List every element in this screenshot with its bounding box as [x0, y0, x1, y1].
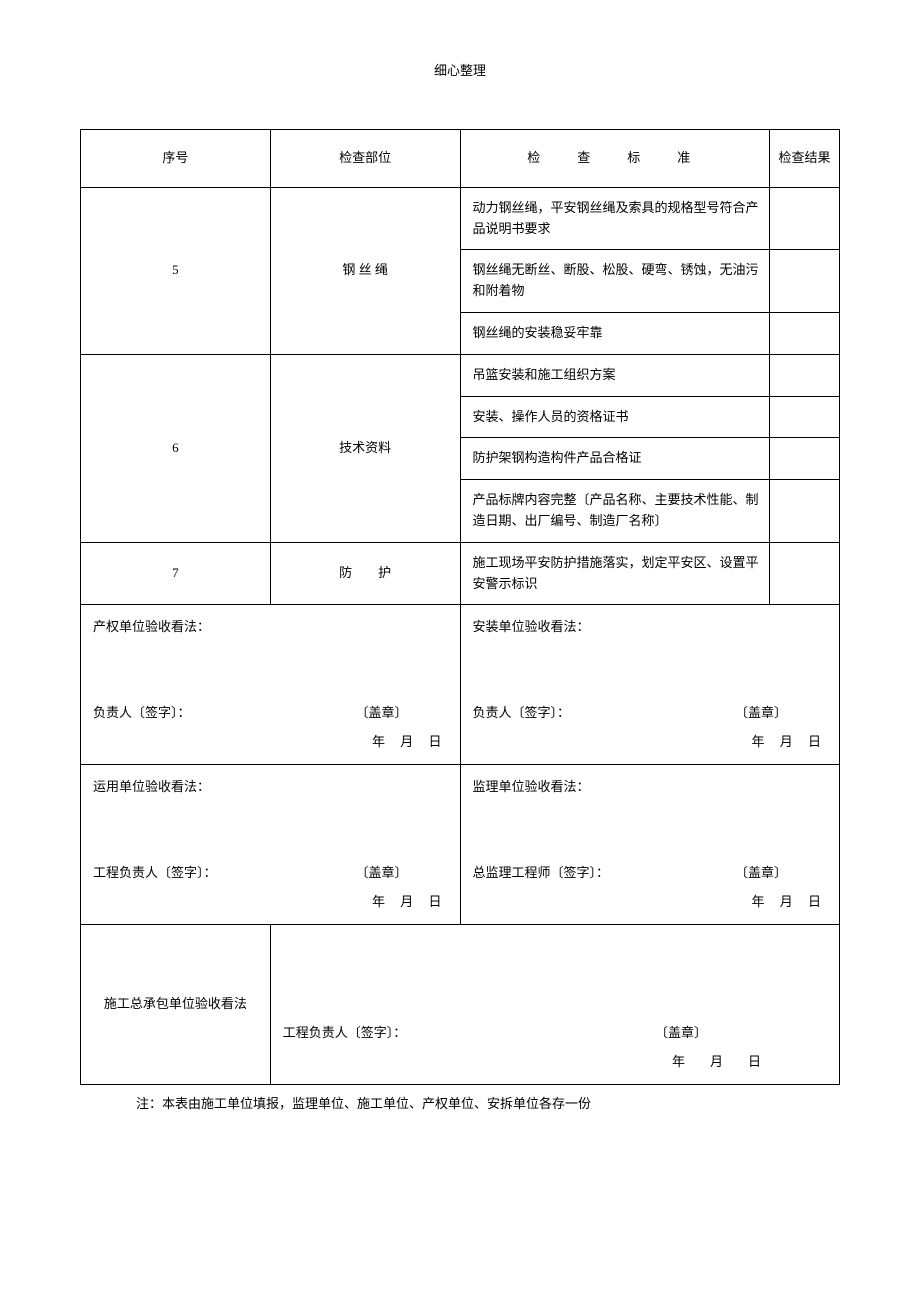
signature-row-1: 产权单位验收看法： 负责人〔签字〕： 〔盖章〕 年 月 日 安装单位验收看法： … [81, 605, 840, 765]
row6-res1 [770, 354, 840, 396]
row7-res1 [770, 542, 840, 605]
row7-part: 防 护 [270, 542, 460, 605]
row6-part: 技术资料 [270, 354, 460, 542]
sig-supervisor-cell: 监理单位验收看法： 总监理工程师〔签字〕： 〔盖章〕 年 月 日 [460, 765, 840, 925]
sig-supervisor-date: 年 月 日 [473, 892, 828, 913]
table-row: 5 钢 丝 绳 动力钢丝绳，平安钢丝绳及索具的规格型号符合产品说明书要求 [81, 187, 840, 250]
header-standard: 检 查 标 准 [460, 130, 770, 188]
sig-user-date: 年 月 日 [93, 892, 448, 913]
row5-std3: 钢丝绳的安装稳妥牢靠 [460, 312, 770, 354]
sig-user-signer: 工程负责人〔签字〕： [93, 863, 217, 884]
sig-contractor-cell: 工程负责人〔签字〕： 〔盖章〕 年 月 日 [270, 925, 839, 1085]
row5-res2 [770, 250, 840, 313]
sig-contractor-seal: 〔盖章〕 [655, 1023, 707, 1044]
row5-std1: 动力钢丝绳，平安钢丝绳及索具的规格型号符合产品说明书要求 [460, 187, 770, 250]
sig-installer-date: 年 月 日 [473, 732, 828, 753]
row6-res2 [770, 396, 840, 438]
row7-num: 7 [81, 542, 271, 605]
sig-contractor-label: 施工总承包单位验收看法 [81, 925, 271, 1085]
sig-user-seal: 〔盖章〕 [355, 863, 407, 884]
document-header: 细心整理 [80, 60, 840, 79]
sig-contractor-date: 年 月 日 [283, 1052, 827, 1073]
inspection-table: 序号 检查部位 检 查 标 准 检查结果 5 钢 丝 绳 动力钢丝绳，平安钢丝绳… [80, 129, 840, 1085]
row7-std1: 施工现场平安防护措施落实，划定平安区、设置平安警示标识 [460, 542, 770, 605]
row6-std4: 产品标牌内容完整〔产品名称、主要技术性能、制造日期、出厂编号、制造厂名称〕 [460, 480, 770, 543]
sig-user-cell: 运用单位验收看法： 工程负责人〔签字〕： 〔盖章〕 年 月 日 [81, 765, 461, 925]
sig-supervisor-seal: 〔盖章〕 [735, 863, 787, 884]
row6-std2: 安装、操作人员的资格证书 [460, 396, 770, 438]
sig-supervisor-title: 监理单位验收看法： [473, 777, 828, 798]
table-row: 6 技术资料 吊篮安装和施工组织方案 [81, 354, 840, 396]
table-row: 7 防 护 施工现场平安防护措施落实，划定平安区、设置平安警示标识 [81, 542, 840, 605]
sig-installer-cell: 安装单位验收看法： 负责人〔签字〕： 〔盖章〕 年 月 日 [460, 605, 840, 765]
signature-row-3: 施工总承包单位验收看法 工程负责人〔签字〕： 〔盖章〕 年 月 日 [81, 925, 840, 1085]
signature-row-2: 运用单位验收看法： 工程负责人〔签字〕： 〔盖章〕 年 月 日 监理单位验收看法… [81, 765, 840, 925]
row5-res1 [770, 187, 840, 250]
sig-installer-seal: 〔盖章〕 [735, 703, 787, 724]
sig-installer-signer: 负责人〔签字〕： [473, 703, 571, 724]
row6-std3: 防护架钢构造构件产品合格证 [460, 438, 770, 480]
header-result: 检查结果 [770, 130, 840, 188]
sig-user-title: 运用单位验收看法： [93, 777, 448, 798]
row6-res4 [770, 480, 840, 543]
row6-std1: 吊篮安装和施工组织方案 [460, 354, 770, 396]
sig-contractor-signer: 工程负责人〔签字〕： [283, 1023, 407, 1044]
sig-installer-title: 安装单位验收看法： [473, 617, 828, 638]
row6-res3 [770, 438, 840, 480]
sig-owner-cell: 产权单位验收看法： 负责人〔签字〕： 〔盖章〕 年 月 日 [81, 605, 461, 765]
row5-part: 钢 丝 绳 [270, 187, 460, 354]
sig-supervisor-signer: 总监理工程师〔签字〕： [473, 863, 610, 884]
sig-owner-date: 年 月 日 [93, 732, 448, 753]
header-num: 序号 [81, 130, 271, 188]
sig-owner-signer: 负责人〔签字〕： [93, 703, 191, 724]
row5-std2: 钢丝绳无断丝、断股、松股、硬弯、锈蚀，无油污和附着物 [460, 250, 770, 313]
row5-res3 [770, 312, 840, 354]
sig-owner-title: 产权单位验收看法： [93, 617, 448, 638]
table-header-row: 序号 检查部位 检 查 标 准 检查结果 [81, 130, 840, 188]
footer-note: 注：本表由施工单位填报，监理单位、施工单位、产权单位、安拆单位各存一份 [80, 1093, 840, 1112]
header-part: 检查部位 [270, 130, 460, 188]
row6-num: 6 [81, 354, 271, 542]
sig-owner-seal: 〔盖章〕 [355, 703, 407, 724]
row5-num: 5 [81, 187, 271, 354]
